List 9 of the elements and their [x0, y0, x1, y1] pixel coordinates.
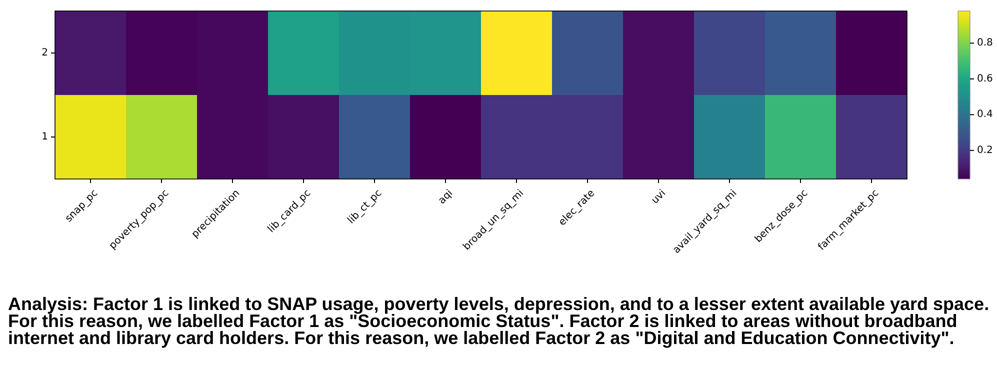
x-tick-label: uvi	[650, 188, 668, 206]
text: Analysis: Factor 1 is linked to SNAP usage, poverty levels, depression, and to a lesser extent available yard space. For this reason, we labelled Factor 1 as "Socioeconomic Status". Factor 2 is linked to areas without broadband internet and library card holders. For this reason, we labelled Factor 2 as "Digital and Education Connectivity".	[8, 294, 990, 348]
color-bar-label: 0.8	[977, 38, 993, 49]
color-bar-label: 0.4	[977, 109, 993, 120]
x-tick-label: aqi	[436, 188, 456, 206]
y-tick-label: 1	[42, 132, 48, 142]
color-bar-label: 0.2	[977, 144, 993, 156]
y-tick-label: 2	[42, 48, 48, 58]
color-bar-label: 0.6	[977, 73, 993, 84]
